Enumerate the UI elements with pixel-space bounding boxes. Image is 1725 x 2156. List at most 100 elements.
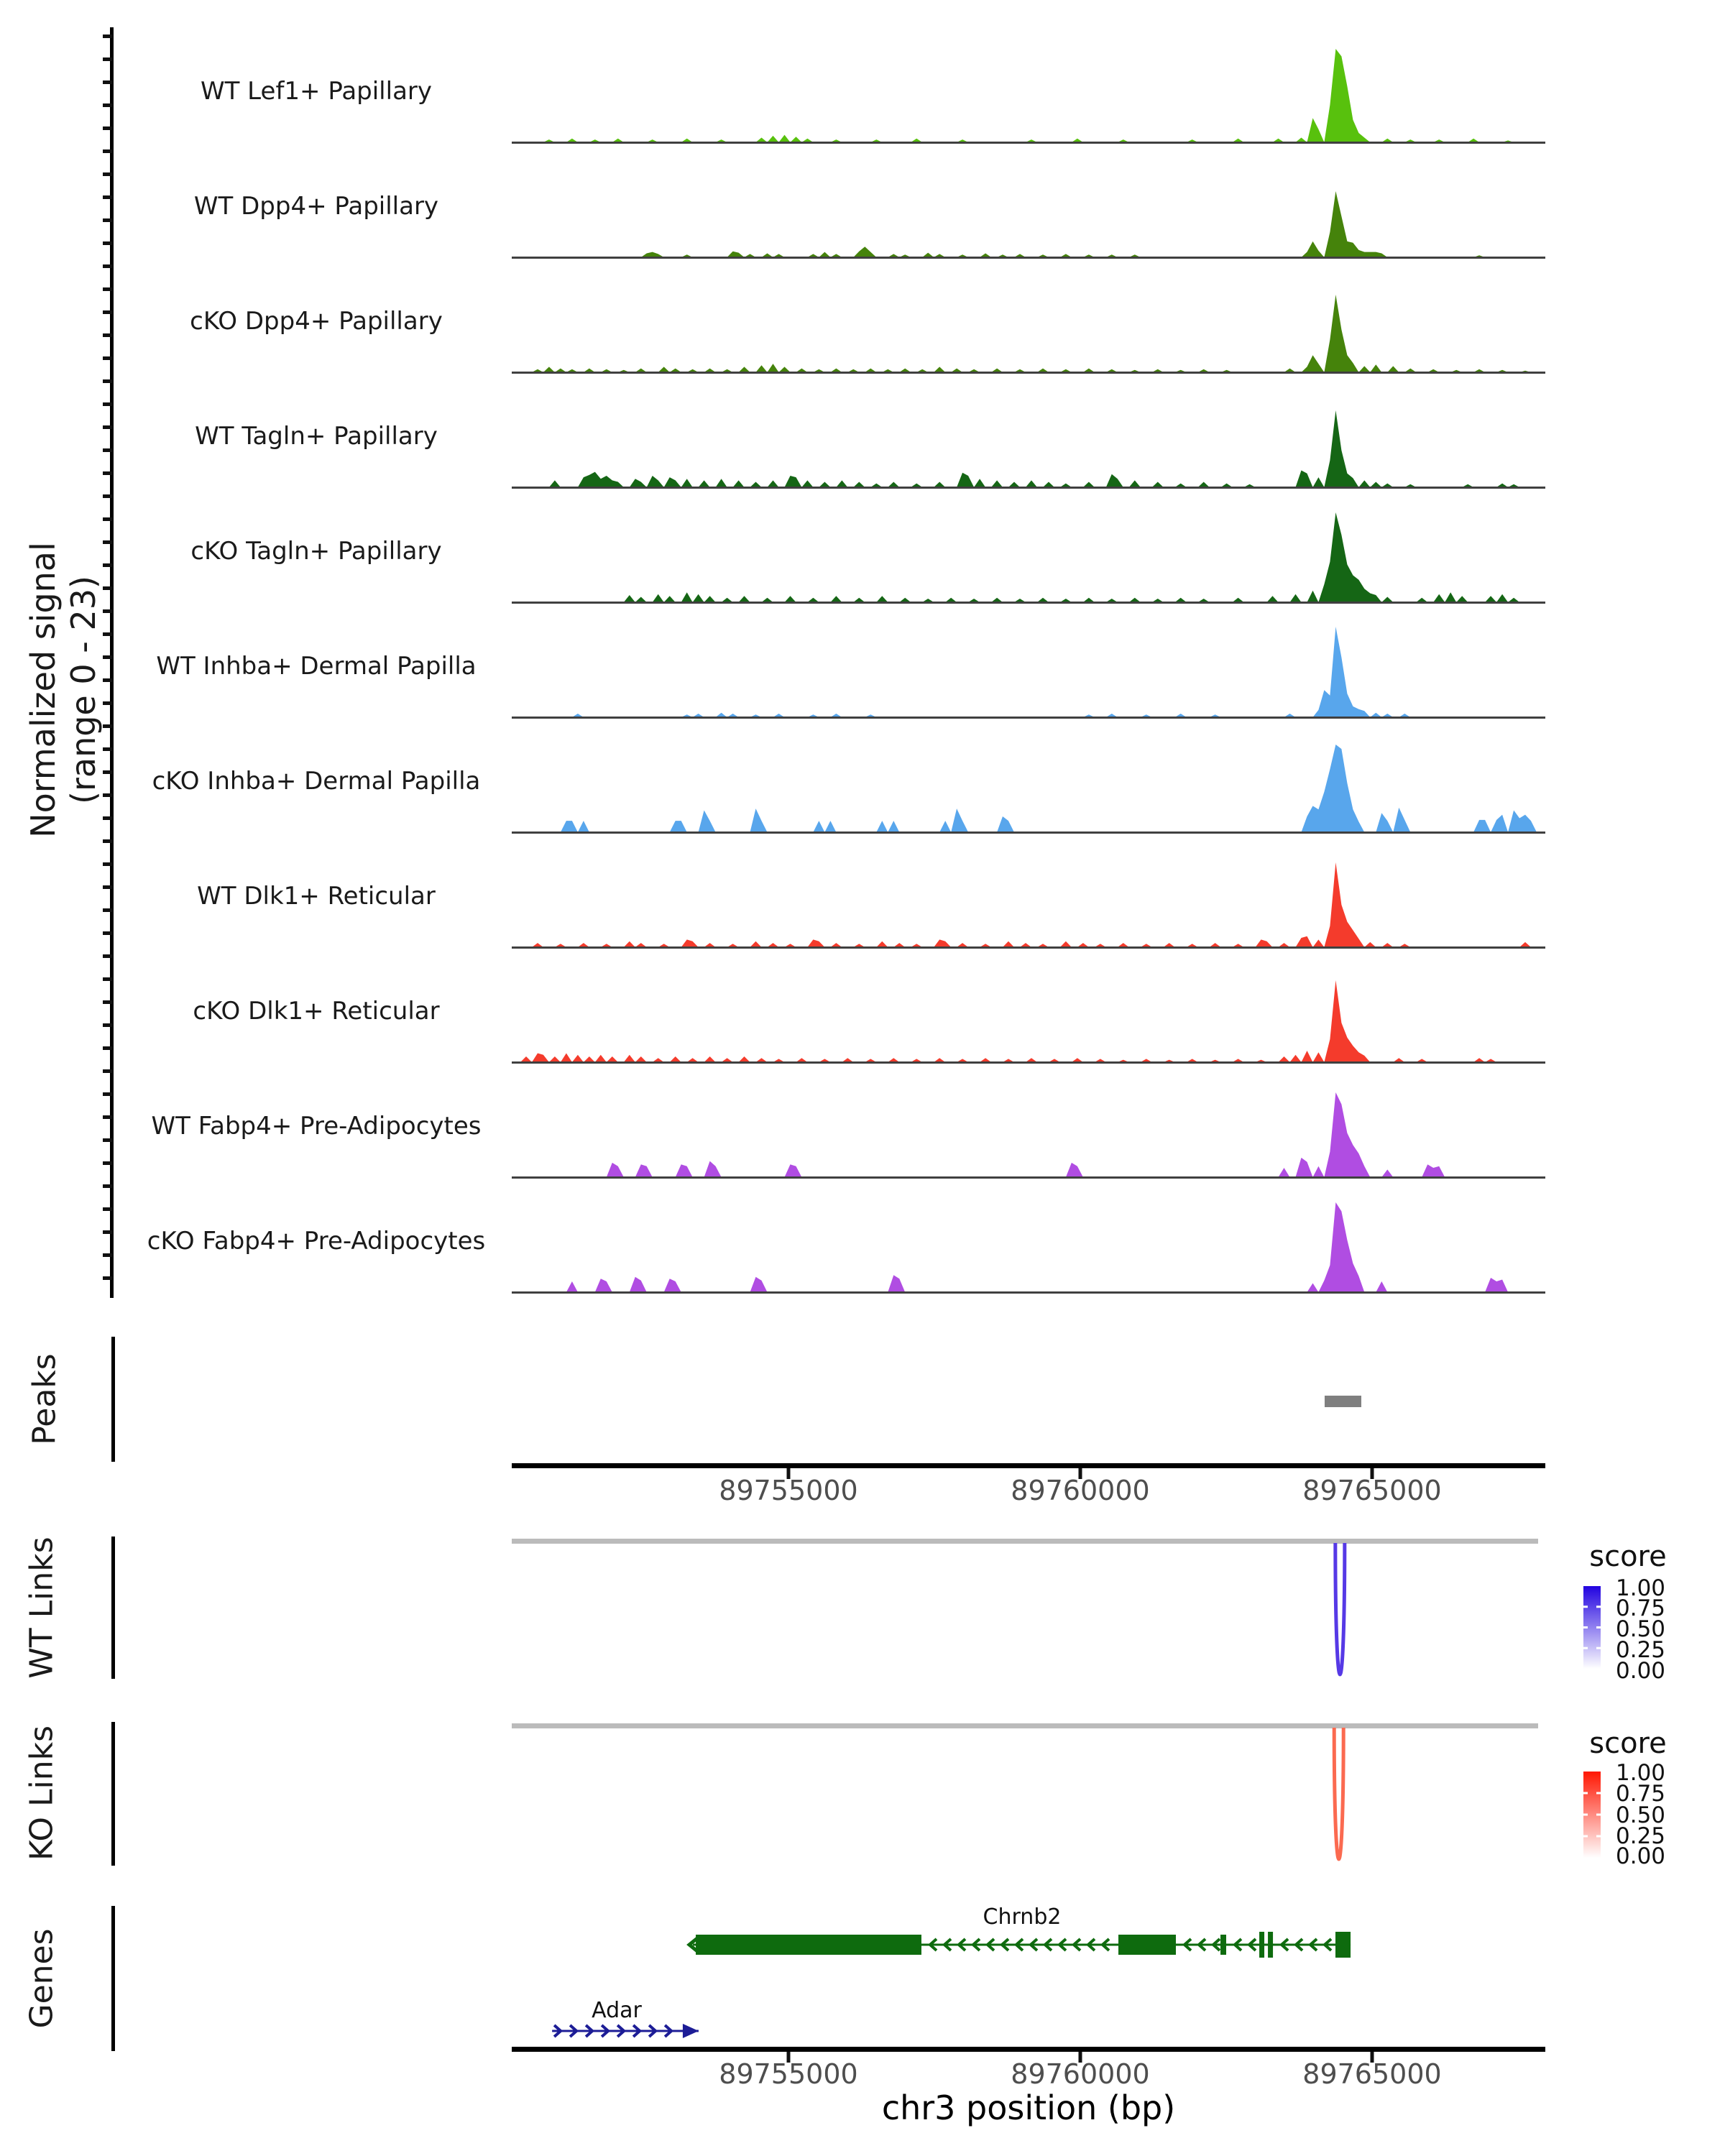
gene-label-chrnb2: Chrnb2 [983,1904,1062,1930]
legend-tick [1583,1606,1588,1608]
signal-axis-tick [103,1115,113,1119]
signal-axis-tick [103,264,113,268]
axis-top-tick-89760000: 89760000 [1011,1475,1150,1506]
track-baseline-7 [512,946,1545,949]
track-baseline-2 [512,372,1545,374]
wt-score-legend-0.50: 0.50 [1616,1616,1666,1642]
wt-score-legend-0.25: 0.25 [1616,1637,1666,1663]
signal-axis-tick [103,448,113,452]
signal-area-5 [512,627,1545,717]
signal-axis-tick [103,632,113,636]
chrnb2-strand-chevron [1013,1938,1024,1952]
chrnb2-end-arrow [686,1937,699,1953]
signal-axis-tick [103,80,113,84]
chrnb2-strand-chevron [1196,1938,1207,1952]
chrnb2-strand-chevron [1085,1938,1096,1952]
wt-score-legend-0.75: 0.75 [1616,1595,1666,1621]
genes-bracket [111,1906,115,2051]
signal-axis-tick [103,1161,113,1165]
wt-score-legend-title: score [1589,1540,1667,1573]
peaks-panel-label: Peaks [26,1353,63,1445]
signal-axis-tick [103,402,113,406]
track-baseline-8 [512,1061,1545,1064]
signal-axis-tick [103,172,113,176]
chrnb2-strand-chevron [1100,1938,1110,1952]
track-label-cko-tagln: cKO Tagln+ Papillary [190,537,442,566]
signal-axis-tick [103,126,113,130]
legend-tick [1596,1606,1601,1608]
ko-score-legend-0.75: 0.75 [1616,1781,1666,1807]
genome-axis-top-tick [1370,1468,1374,1479]
chrnb2-strand-chevron [985,1938,995,1952]
peaks-bracket [111,1337,115,1462]
signal-axis-tick [103,1276,113,1280]
track-label-cko-inhba: cKO Inhba+ Dermal Papilla [152,767,481,796]
signal-axis-tick [103,793,113,797]
legend-tick [1596,1835,1601,1838]
chrnb2-exon-3 [1259,1932,1265,1958]
genome-axis-bottom-tick [1370,2052,1374,2063]
signal-area-10 [512,1202,1545,1292]
wt-score-legend-1.00: 1.00 [1616,1575,1666,1601]
signal-area-4 [512,512,1545,602]
track-label-wt-dlk1: WT Dlk1+ Reticular [197,882,436,911]
signal-axis-line [110,27,114,1298]
track-baseline-0 [512,142,1545,144]
legend-tick [1583,1626,1588,1628]
wt-links-baseline [512,1539,1538,1544]
signal-axis-tick [103,241,113,245]
ko-links-baseline [512,1723,1538,1728]
track-baseline-1 [512,257,1545,259]
signal-area-7 [512,862,1545,947]
track-label-wt-fabp4: WT Fabp4+ Pre-Adipocytes [151,1112,482,1141]
adar-strand-chevron [663,2024,674,2038]
signal-axis-tick [103,1092,113,1096]
ko-score-legend-0.00: 0.00 [1616,1843,1666,1869]
signal-axis-tick [103,1023,113,1027]
signal-axis-tick [103,908,113,912]
track-baseline-9 [512,1176,1545,1179]
ko-links-bracket [111,1722,115,1866]
adar-strand-chevron [569,2024,579,2038]
chrnb2-exon-4 [1268,1932,1274,1958]
axis-bottom-tick-89765000: 89765000 [1302,2058,1442,2090]
signal-axis-tick [103,379,113,383]
wt-links-bracket [111,1537,115,1679]
chrnb2-strand-chevron [1279,1938,1289,1952]
track-baseline-5 [512,717,1545,719]
signal-axis-tick [103,34,113,38]
signal-axis-tick [103,678,113,682]
signal-area-1 [512,191,1545,257]
signal-axis-tick [103,1184,113,1188]
track-baseline-10 [512,1291,1545,1294]
chrnb2-strand-chevron [999,1938,1010,1952]
signal-axis-tick [103,586,113,590]
chrnb2-strand-chevron [970,1938,981,1952]
chrnb2-strand-chevron [1028,1938,1039,1952]
genes-panel-label: Genes [23,1928,60,2029]
axis-bottom-tick-89760000: 89760000 [1011,2058,1150,2090]
track-label-wt-tagln: WT Tagln+ Papillary [195,422,438,451]
signal-axis-tick [103,862,113,866]
signal-axis-tick [103,885,113,889]
signal-axis-tick [103,540,113,544]
signal-axis-tick [103,655,113,659]
signal-axis-label-line2: (range 0 - 23) [64,576,103,804]
chrnb2-strand-chevron [1182,1938,1192,1952]
x-axis-title: chr3 position (bp) [881,2088,1176,2127]
peak-region-rect [1324,1396,1361,1407]
adar-strand-chevron [600,2024,611,2038]
legend-tick [1596,1626,1601,1628]
signal-axis-tick [103,310,113,314]
adar-end-arrow [682,2024,699,2038]
legend-tick [1583,1792,1588,1795]
signal-axis-tick [103,195,113,199]
signal-area-8 [512,980,1545,1062]
ko-links-panel-label: KO Links [23,1725,60,1861]
gene-body-chrnb2 [693,1943,1351,1946]
ko-score-legend-0.50: 0.50 [1616,1802,1666,1828]
signal-axis-label: Normalized signal (range 0 - 23) [23,542,104,838]
signal-axis-tick [103,1230,113,1234]
chrnb2-strand-chevron [942,1938,952,1952]
